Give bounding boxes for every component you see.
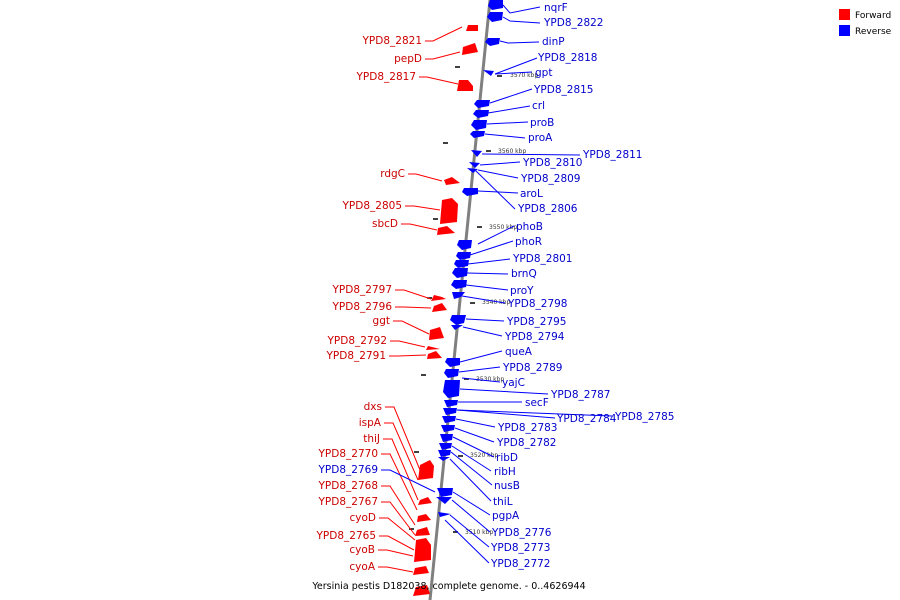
gene-label-reverse[interactable]: YPD8_2815 xyxy=(533,84,593,96)
gene-label-reverse[interactable]: ribH xyxy=(494,466,516,478)
legend-forward-swatch xyxy=(839,9,850,20)
gene-label-reverse[interactable]: YPD8_2772 xyxy=(490,558,550,570)
reverse-label-connectors xyxy=(381,4,613,564)
gene-label-forward[interactable]: YPD8_2817 xyxy=(356,71,416,83)
legend: Forward Reverse xyxy=(839,9,892,37)
gene-label-reverse[interactable]: pgpA xyxy=(492,510,520,522)
gene-label-reverse[interactable]: brnQ xyxy=(511,268,537,280)
gene-label-forward[interactable]: YPD8_2797 xyxy=(332,284,392,296)
gene-label-reverse[interactable]: phoR xyxy=(515,236,542,248)
gene-label-reverse[interactable]: YPD8_2782 xyxy=(496,437,556,449)
gene-label-reverse[interactable]: YPD8_2811 xyxy=(582,149,642,161)
gene-label-forward[interactable]: cyoD xyxy=(350,512,377,524)
reverse-gene-labels: nqrF YPD8_2822 dinP YPD8_2818 gpt YPD8_2… xyxy=(318,2,675,570)
gene-label-reverse[interactable]: YPD8_2787 xyxy=(550,389,610,401)
gene-label-forward[interactable]: YPD8_2765 xyxy=(316,530,376,542)
genome-caption: Yersinia pestis D182038, complete genome… xyxy=(311,581,585,592)
gene-label-reverse[interactable]: yajC xyxy=(502,377,525,389)
gene-label-reverse[interactable]: secF xyxy=(525,397,549,409)
gene-label-reverse[interactable]: YPD8_2773 xyxy=(490,542,550,554)
gene-label-reverse[interactable]: YPD8_2785 xyxy=(614,411,674,423)
gene-label-reverse[interactable]: YPD8_2806 xyxy=(517,203,578,215)
gene-label-forward[interactable]: ggt xyxy=(373,315,390,327)
legend-reverse-label: Reverse xyxy=(855,27,892,37)
tick-label: 3560 kbp xyxy=(498,148,526,155)
gene-label-reverse[interactable]: YPD8_2809 xyxy=(520,173,580,185)
gene-label-reverse[interactable]: YPD8_2795 xyxy=(506,316,566,328)
gene-label-reverse[interactable]: phoB xyxy=(516,221,543,233)
tick-label: 3540 kbp xyxy=(482,299,510,306)
gene-label-reverse[interactable]: proB xyxy=(530,117,554,129)
gene-label-reverse[interactable]: YPD8_2769 xyxy=(318,464,378,476)
axis-minor-ticks xyxy=(409,66,502,533)
forward-gene-blocks xyxy=(413,25,482,596)
gene-label-reverse[interactable]: YPD8_2776 xyxy=(491,527,552,539)
gene-label-reverse[interactable]: YPD8_2789 xyxy=(502,362,562,374)
gene-label-reverse[interactable]: nusB xyxy=(494,480,520,492)
forward-gene-labels: YPD8_2821 pepD YPD8_2817 rdgC YPD8_2805 … xyxy=(316,35,422,573)
gene-label-reverse[interactable]: gpt xyxy=(535,67,552,79)
gene-label-forward[interactable]: cyoB xyxy=(349,544,375,556)
tick-label: 3530 kbp xyxy=(476,376,504,383)
gene-label-reverse[interactable]: crl xyxy=(532,100,545,112)
gene-label-reverse[interactable]: YPD8_2784 xyxy=(556,413,617,425)
gene-label-forward[interactable]: cyoA xyxy=(349,561,375,573)
gene-label-reverse[interactable]: aroL xyxy=(520,188,543,200)
legend-reverse-swatch xyxy=(839,25,850,36)
gene-label-reverse[interactable]: YPD8_2794 xyxy=(504,331,565,343)
gene-label-forward[interactable]: ispA xyxy=(359,417,382,429)
gene-label-forward[interactable]: YPD8_2791 xyxy=(326,350,386,362)
gene-label-forward[interactable]: thiJ xyxy=(363,433,380,445)
gene-label-forward[interactable]: dxs xyxy=(364,401,382,413)
legend-forward-label: Forward xyxy=(855,11,891,21)
tick-label: 3510 kbp xyxy=(465,529,493,536)
gene-label-reverse[interactable]: dinP xyxy=(542,36,565,48)
gene-label-reverse[interactable]: YPD8_2783 xyxy=(497,422,557,434)
gene-label-forward[interactable]: YPD8_2805 xyxy=(342,200,402,212)
gene-label-reverse[interactable]: proA xyxy=(528,132,553,144)
tick-label: 3520 kbp xyxy=(470,452,498,459)
gene-label-forward[interactable]: YPD8_2792 xyxy=(327,335,387,347)
gene-label-forward[interactable]: YPD8_2770 xyxy=(318,448,378,460)
gene-label-forward[interactable]: YPD8_2796 xyxy=(332,301,393,313)
gene-label-reverse[interactable]: queA xyxy=(505,346,533,358)
gene-label-reverse[interactable]: YPD8_2818 xyxy=(537,52,597,64)
gene-label-forward[interactable]: YPD8_2767 xyxy=(318,496,378,508)
forward-label-connectors xyxy=(378,26,463,573)
gene-label-reverse[interactable]: YPD8_2810 xyxy=(522,157,582,169)
gene-label-forward[interactable]: YPD8_2821 xyxy=(362,35,422,47)
gene-label-reverse[interactable]: thiL xyxy=(493,496,513,508)
gene-label-forward[interactable]: pepD xyxy=(394,53,422,65)
axis-ticks: 3570 kbp 3560 kbp 3550 kbp 3540 kbp 3530… xyxy=(465,72,538,536)
tick-label: 3550 kbp xyxy=(489,224,517,231)
gene-label-reverse[interactable]: YPD8_2798 xyxy=(507,298,567,310)
tick-label: 3570 kbp xyxy=(510,72,538,79)
gene-label-forward[interactable]: YPD8_2768 xyxy=(318,480,378,492)
gene-label-reverse[interactable]: YPD8_2822 xyxy=(543,17,603,29)
reverse-gene-blocks xyxy=(436,0,503,517)
gene-label-reverse[interactable]: YPD8_2801 xyxy=(512,253,572,265)
gene-label-forward[interactable]: rdgC xyxy=(380,168,405,180)
gene-label-forward[interactable]: sbcD xyxy=(372,218,398,230)
gene-label-reverse[interactable]: proY xyxy=(510,285,534,297)
gene-label-reverse[interactable]: ribD xyxy=(496,452,518,464)
gene-label-reverse[interactable]: nqrF xyxy=(544,2,568,14)
